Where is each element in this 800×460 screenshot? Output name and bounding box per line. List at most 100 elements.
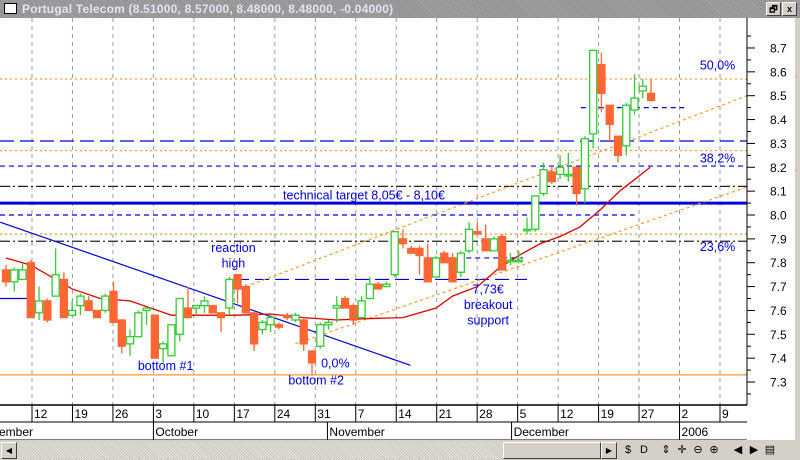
candle-body	[638, 85, 647, 92]
crosshair-icon[interactable]: ✛	[677, 444, 687, 456]
chart-annotation: 0,0%	[321, 357, 350, 371]
candle	[233, 273, 242, 304]
chart-annotation: 50,0%	[700, 58, 735, 72]
month-label: December	[514, 425, 569, 439]
candle-body	[481, 238, 490, 252]
daily-period-icon[interactable]: D	[640, 444, 648, 456]
zoom-out-icon[interactable]: ⊖	[693, 444, 703, 456]
candle	[10, 267, 19, 292]
candle	[498, 234, 507, 271]
right-border	[795, 18, 800, 440]
candle	[547, 164, 556, 184]
annotation-line: 50,0%	[700, 58, 735, 72]
date-tick-label: 12	[560, 407, 574, 421]
candle-body	[382, 283, 391, 288]
candle	[514, 250, 523, 263]
chart-annotation: reaction high	[211, 241, 256, 271]
y-tick-label: 7.3	[770, 376, 787, 390]
y-tick-label: 8.5	[770, 89, 787, 103]
candle-body	[646, 92, 656, 102]
candle-body	[216, 312, 226, 319]
annotation-line: reaction	[211, 241, 256, 255]
candle-body	[125, 336, 135, 345]
candle	[1, 265, 11, 287]
date-tick-label: 24	[277, 407, 291, 421]
candle-body	[332, 305, 341, 309]
candle	[522, 217, 532, 235]
candle-body	[605, 104, 614, 125]
window-title: Portugal Telecom (8.51000, 8.57000, 8.48…	[22, 2, 394, 16]
properties-icon[interactable]: ▤	[764, 444, 776, 456]
window-title-bar: Portugal Telecom (8.51000, 8.57000, 8.48…	[0, 0, 800, 18]
candle	[431, 255, 441, 278]
horizontal-scrollbar[interactable]	[17, 442, 503, 459]
candle-body	[464, 228, 474, 252]
candle-body	[274, 324, 284, 328]
candle	[398, 229, 408, 249]
scrollbar-thumb[interactable]	[503, 442, 601, 459]
candle-body	[630, 97, 639, 111]
candle	[622, 102, 631, 156]
candle	[249, 312, 259, 352]
candle	[572, 166, 581, 206]
scroll-left-arrow[interactable]: ◀	[1, 442, 17, 459]
y-tick-label: 8.2	[770, 161, 787, 175]
candle	[415, 246, 424, 275]
scroll-right-arrow[interactable]: ▶	[601, 442, 617, 459]
candle	[26, 260, 35, 319]
annotation-line: support	[467, 314, 509, 328]
candle	[266, 315, 275, 332]
candle-body	[539, 169, 548, 195]
date-tick-label: 12	[34, 407, 48, 421]
candle-body	[34, 300, 44, 314]
candle-body	[340, 297, 350, 309]
candle	[117, 319, 126, 354]
vertical-zoom-icon[interactable]: ⇕	[661, 444, 671, 456]
candle-body	[316, 324, 325, 347]
chart-annotation: technical target 8,05€ - 8,10€	[283, 188, 445, 202]
candle-body	[225, 278, 234, 309]
month-label: November	[329, 425, 384, 439]
y-tick-label: 7.8	[770, 256, 787, 270]
candle	[125, 329, 135, 356]
close-button[interactable]: x	[782, 2, 797, 16]
candle	[531, 195, 540, 232]
annotation-line: bottom #1	[138, 359, 194, 373]
date-tick-label: 21	[439, 407, 453, 421]
candle	[373, 281, 383, 290]
candle-body	[43, 300, 52, 321]
candlestick-chart[interactable]: technical target 8,05€ - 8,10€ reaction hi…	[0, 18, 800, 440]
candle	[481, 224, 490, 252]
candle	[175, 297, 184, 342]
candle-body	[431, 257, 441, 278]
candle-body	[531, 195, 540, 230]
candle	[365, 277, 375, 300]
candle-body	[398, 238, 408, 245]
candle-body	[622, 104, 631, 147]
scroll-left-icon[interactable]: ◀	[733, 444, 743, 456]
candle	[307, 350, 317, 375]
dollar-icon[interactable]: $	[624, 444, 632, 456]
candle	[200, 296, 209, 313]
window-menu-icon[interactable]	[4, 3, 17, 14]
candle	[208, 305, 217, 314]
candle-body	[10, 269, 19, 283]
candle-body	[266, 316, 275, 326]
annotation-line: breakout	[464, 298, 513, 312]
candle	[489, 236, 499, 252]
candle	[506, 253, 515, 266]
candle	[580, 136, 590, 204]
chart-annotation: 7,73€ breakout support	[464, 283, 513, 328]
candle-body	[200, 300, 209, 307]
candle-body	[158, 343, 168, 350]
candle-body	[175, 297, 184, 335]
annotation-line: 38,2%	[700, 152, 735, 166]
candle-body	[1, 269, 11, 283]
restore-button[interactable]: 🗗	[766, 2, 781, 16]
zoom-in-icon[interactable]: ⊕	[709, 444, 719, 456]
candle-body	[134, 312, 143, 338]
candle	[109, 281, 118, 324]
candle	[150, 314, 160, 359]
scroll-right-icon[interactable]: ▶	[749, 444, 759, 456]
candle-body	[84, 300, 93, 312]
